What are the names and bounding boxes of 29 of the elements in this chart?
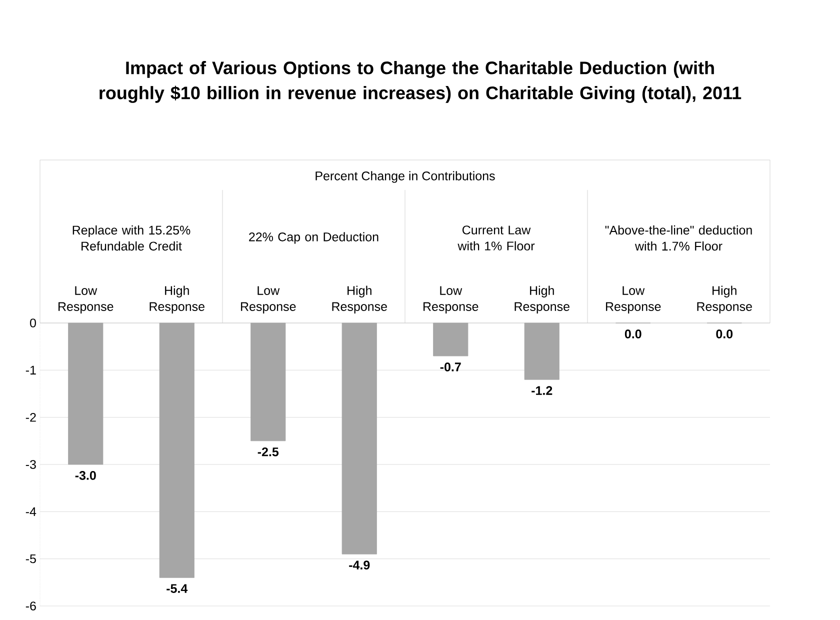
y-tick-label: -6: [26, 602, 36, 610]
data-label: 0.0: [716, 330, 733, 338]
y-tick-label: -2: [26, 412, 36, 422]
y-tick-label: -5: [26, 554, 36, 564]
x-tick-label: High Response: [514, 286, 570, 314]
x-tick-label: High Response: [150, 286, 204, 314]
x-tick-label: Low Response: [424, 286, 478, 314]
data-label: -4.9: [349, 560, 370, 570]
x-tick-label: High Response: [697, 286, 752, 314]
data-label: -0.7: [440, 362, 461, 372]
y-tick-label: -1: [26, 366, 36, 374]
data-label: -1.2: [532, 386, 552, 395]
x-tick-label: Low Response: [241, 286, 296, 314]
data-label: -3.0: [75, 471, 96, 480]
x-tick-label: Low Response: [606, 286, 661, 314]
text: Percent Change in Contributions: [316, 171, 495, 183]
data-label: -5.4: [166, 584, 188, 593]
text: Replace with 15.25% Refundable Credit: [72, 225, 190, 251]
text: 22% Cap on Deduction: [249, 232, 378, 244]
data-label: -2.5: [258, 447, 279, 456]
y-tick-label: -4: [26, 507, 36, 516]
y-tick-label: 0: [30, 318, 36, 328]
data-label: 0.0: [624, 330, 642, 338]
x-tick-label: High Response: [332, 286, 387, 314]
y-tick-label: -3: [26, 460, 36, 469]
text: Current Law with 1% Floor: [458, 226, 535, 250]
chart-title: Impact of Various Options to Change the Charitable Deduction (with roughly $10 billion in revenue increases) on Charitable Giving (total), 2011: [100, 61, 742, 103]
text: "Above-the-line" deduction with 1.7% Floor: [605, 225, 752, 251]
x-tick-label: Low Response: [58, 286, 114, 314]
